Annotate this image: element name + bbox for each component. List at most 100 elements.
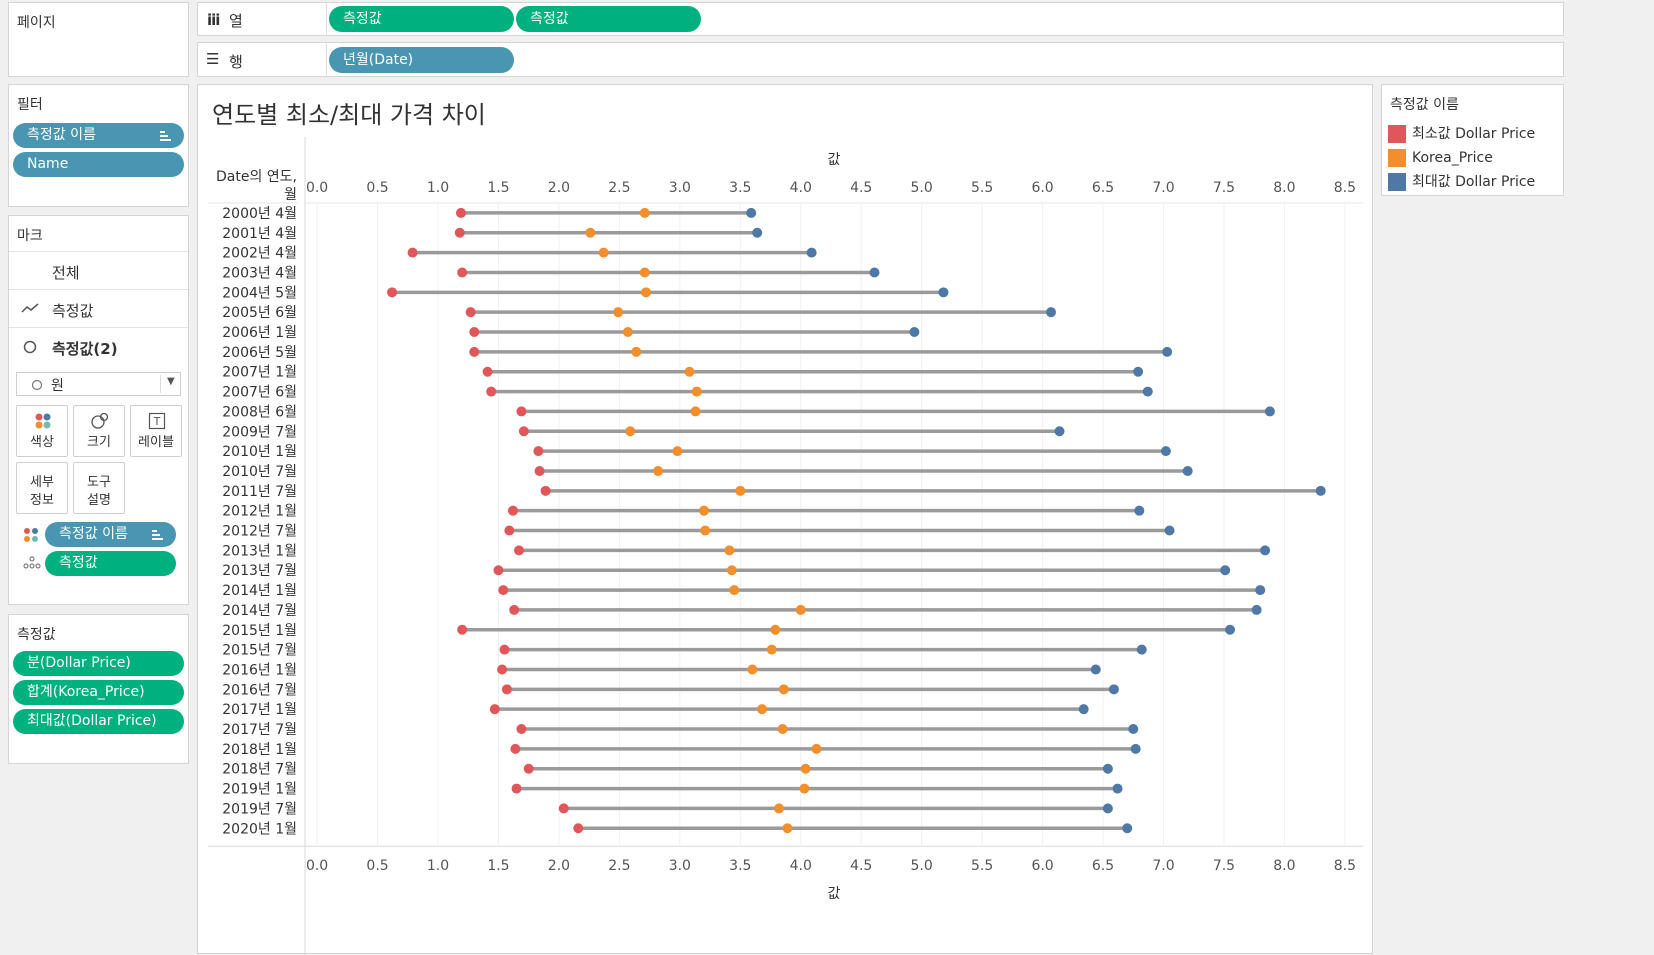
min-point [469,346,480,357]
min-point [486,386,497,397]
measure-pill-sum[interactable]: 합계(Korea_Price) [13,680,184,705]
columns-pill-1[interactable]: 측정값 [329,6,514,32]
max-point [1260,545,1271,556]
min-point [516,406,527,417]
min-point [493,565,504,576]
label-button[interactable]: T 레이블 [130,405,182,457]
marks-tab-measure-2[interactable]: 측정값(2) [9,327,188,365]
max-point [1224,624,1235,635]
x-tick-label-top: 5.5 [971,180,993,196]
min-point [499,644,510,655]
min-point [504,525,515,536]
row-header-line-1: Date의 연도, [216,169,297,185]
category-label: 2006년 1월 [222,325,297,341]
x-tick-label-bottom: 1.0 [427,858,449,874]
category-label: 2016년 7월 [222,682,297,698]
size-button[interactable]: 크기 [73,405,125,457]
svg-text:T: T [153,415,161,428]
circle-icon [31,379,43,391]
marks-tab-label: 전체 [52,264,80,282]
min-point [514,545,525,556]
mark-type-dropdown[interactable]: 원 ▼ [16,372,181,396]
circle-icon [23,340,37,354]
korea-point [782,823,793,834]
x-tick-label-top: 5.0 [911,180,933,196]
marks-tab-all[interactable]: 전체 [9,251,188,289]
max-point [1102,803,1113,814]
measure-pill-max[interactable]: 최대값(Dollar Price) [13,709,184,734]
max-point [1164,525,1175,536]
korea-point [684,366,695,377]
min-point [518,426,529,437]
max-point [909,327,920,338]
category-label: 2011년 7월 [222,484,297,500]
x-tick-label-top: 7.0 [1152,180,1174,196]
category-label: 2008년 6월 [222,404,297,420]
legend-panel: 측정값 이름 최소값 Dollar Price Korea_Price 최대값 … [1381,84,1564,196]
korea-point [777,724,788,735]
x-tick-label-bottom: 6.0 [1031,858,1053,874]
x-tick-label-bottom: 1.5 [487,858,509,874]
korea-point [699,505,710,516]
measure-pill-min[interactable]: 분(Dollar Price) [13,651,184,676]
legend-item-korea[interactable]: Korea_Price [1388,148,1493,168]
columns-pill-2[interactable]: 측정값 [516,6,701,32]
marks-tab-measure[interactable]: 측정값 [9,289,188,327]
category-label: 2002년 4월 [222,246,297,262]
detail-label-2: 정보 [30,493,54,508]
korea-point [598,247,609,258]
korea-point [800,763,811,774]
max-point [1315,485,1326,496]
min-point [509,604,520,615]
category-label: 2014년 7월 [222,603,297,619]
rows-shelf[interactable]: ☰ 행 년월(Date) [197,42,1564,78]
category-label: 2007년 1월 [222,365,297,381]
rows-pill[interactable]: 년월(Date) [329,47,514,73]
korea-point [799,783,810,794]
x-tick-label-top: 1.5 [487,180,509,196]
korea-point [672,446,683,457]
min-point [387,287,398,298]
x-tick-label-bottom: 2.0 [548,858,570,874]
korea-point [724,545,735,556]
columns-label: 열 [229,12,243,30]
min-point [510,743,521,754]
korea-point [613,307,624,318]
korea-point [735,485,746,496]
category-label: 2006년 5월 [222,345,297,361]
max-point [1160,446,1171,457]
color-icon [35,413,51,429]
tooltip-button[interactable]: 도구 설명 [73,462,125,514]
color-button[interactable]: 색상 [16,405,68,457]
marks-pill-measure-names[interactable]: 측정값 이름 [45,522,176,547]
marks-pill-measure-values[interactable]: 측정값 [45,551,176,576]
color-icon [24,528,38,542]
category-label: 2000년 4월 [222,206,297,222]
filters-panel: 필터 측정값 이름 Name [8,84,189,207]
x-tick-label-bottom: 8.5 [1334,858,1356,874]
korea-point [690,406,701,417]
category-label: 2017년 7월 [222,722,297,738]
legend-item-max[interactable]: 최대값 Dollar Price [1388,172,1535,192]
detail-button[interactable]: 세부 정보 [16,462,68,514]
max-point [1128,724,1139,735]
category-label: 2010년 7월 [222,464,297,480]
korea-point [639,207,650,218]
category-label: 2001년 4월 [222,226,297,242]
filter-pill-measure-names[interactable]: 측정값 이름 [13,123,184,148]
columns-shelf[interactable]: iii 열 측정값 측정값 [197,2,1564,37]
min-point [469,327,480,338]
min-point [498,585,509,596]
category-label: 2016년 1월 [222,662,297,678]
korea-point [747,664,758,675]
legend-swatch [1388,125,1406,143]
filter-pill-name[interactable]: Name [13,152,184,177]
legend-item-min[interactable]: 최소값 Dollar Price [1388,124,1535,144]
max-point [1078,704,1089,715]
x-tick-label-top: 3.0 [669,180,691,196]
x-tick-label-bottom: 7.5 [1213,858,1235,874]
x-tick-label-top: 6.0 [1031,180,1053,196]
marks-tab-label: 측정값 [52,302,94,320]
max-point [1108,684,1119,695]
min-point [511,783,522,794]
